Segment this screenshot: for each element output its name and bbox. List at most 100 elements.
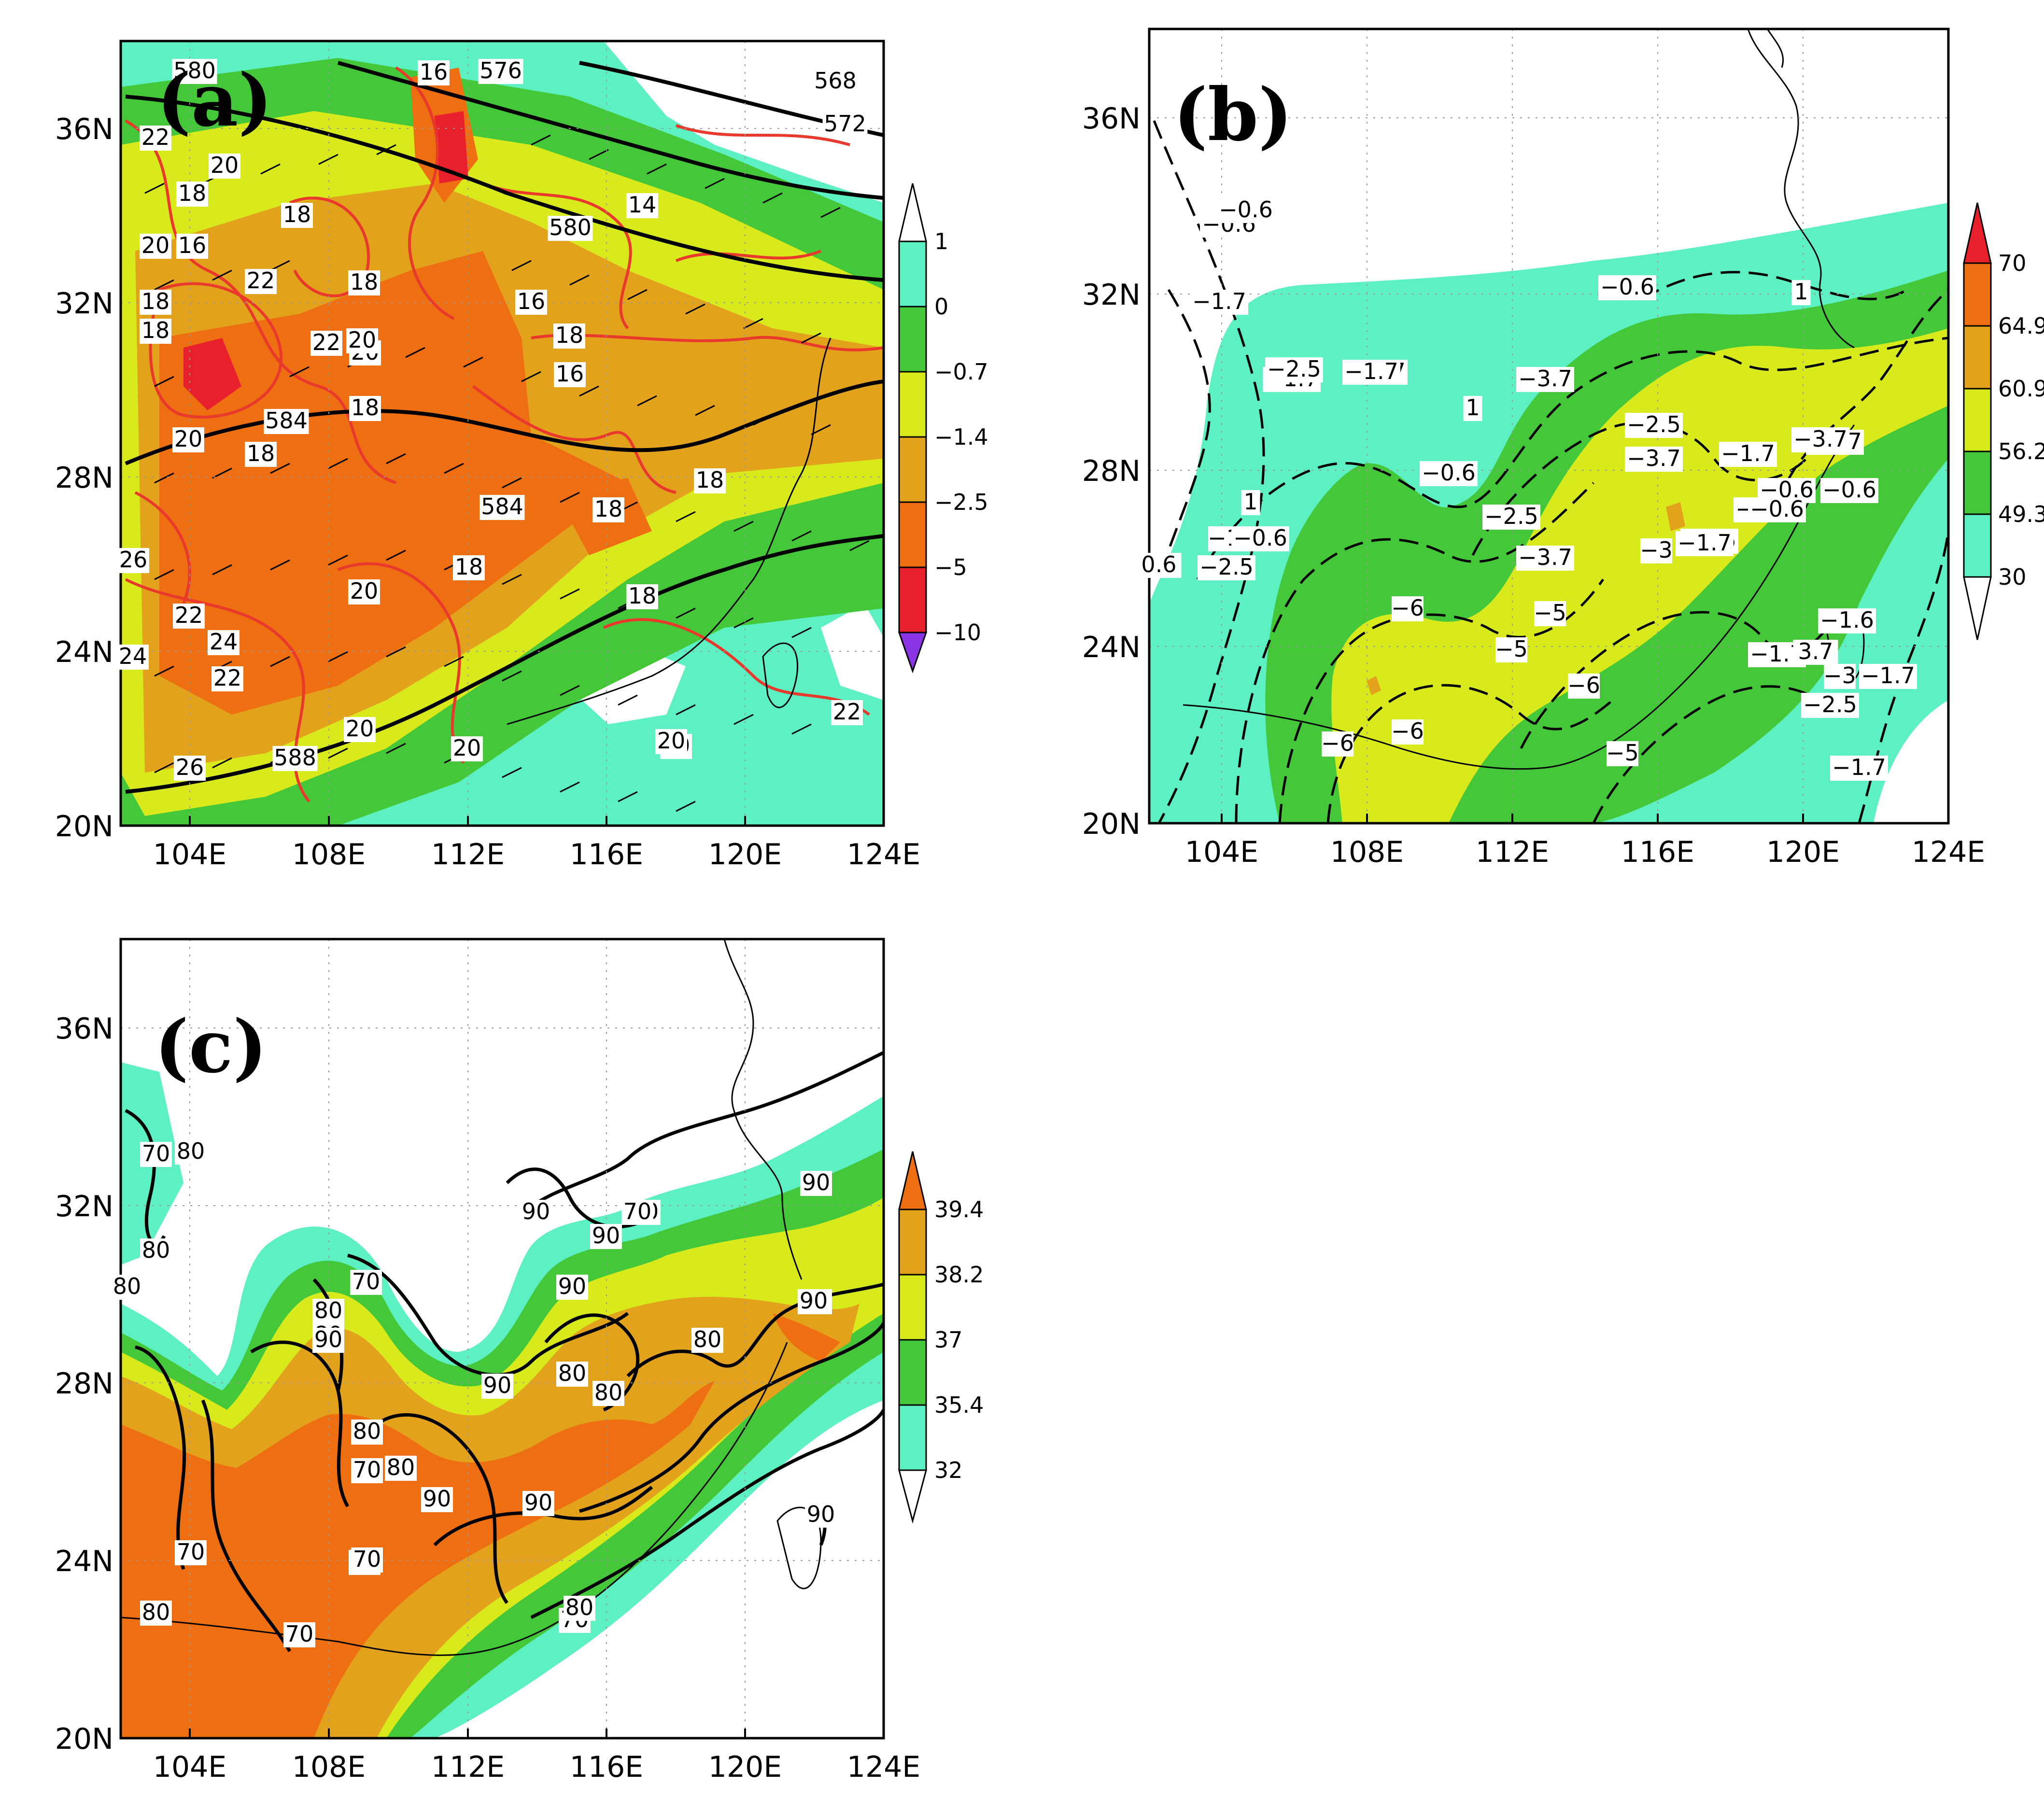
contour-label-box [208,630,240,655]
contour-label: −3.7 [1793,426,1847,452]
contour-label: 18 [178,180,207,206]
panel-a-colorbar-label: −2.5 [934,489,988,515]
contour-label: 18 [351,394,380,421]
contour-label: 20 [348,327,377,353]
panel-a-frame [119,40,885,827]
contour-label: −3 [1823,662,1856,689]
contour-label-box [175,1139,207,1165]
contour-label: −6 [1391,595,1424,621]
contour-label-box [1625,447,1683,472]
contour-label: −1.7 [1832,754,1886,780]
contour-label-box [174,756,206,781]
contour-label: 90 [314,1326,343,1352]
panel-a-colorbar: 1 0 −0.7 −1.4 −2.5 −5 −10 [898,183,988,674]
contour-label: 26 [176,754,204,780]
panel-c-ytick: 36N [55,1012,113,1046]
contour-label-box [592,497,624,522]
contour-label-box [564,1596,595,1621]
contour-label: 16 [178,232,207,258]
contour-label: 80 [314,1297,343,1323]
contour-label-box [176,234,208,259]
contour-label: 70 [623,1198,652,1224]
contour-label-box [556,1275,588,1300]
contour-label: −6 [1391,718,1424,744]
panel-b-colorbar-label: 56.2 [1998,438,2044,464]
contour-label: 580 [173,57,216,84]
contour-label: 16 [556,361,584,387]
panel-a-y-axis: 20N 24N 28N 32N 36N [55,112,113,843]
panel-b: −0.6−1.7−0.6−1.7−2.5−1.7−1.7−3.711−2.5−3… [1082,28,2044,869]
panel-b-contour-labels: −0.6−1.7−0.6−1.7−2.5−1.7−1.7−3.711−2.5−3… [1136,197,1917,781]
contour-label: −2.5 [1484,503,1538,529]
panel-c-y-axis: 20N 24N 28N 32N 36N [55,1012,113,1756]
panel-a-xtick: 108E [292,838,366,871]
contour-label-box [1482,505,1540,530]
contour-label: 20 [346,716,374,742]
contour-label: 18 [696,467,724,493]
panel-b-frame [1148,28,1950,825]
contour-label: −3.7 [1627,445,1681,471]
contour-label-box [1801,693,1859,718]
contour-label: 26 [119,547,148,573]
contour-label-box [281,203,313,228]
contour-label-box [1748,497,1806,522]
contour-label-box [351,1420,383,1445]
panel-c-label: (c) [155,1004,267,1089]
panel-b-y-axis: 20N 24N 28N 32N 36N [1082,102,1141,841]
panel-c: 7080808090707090909080907080809080909080… [55,938,984,1784]
contour-label-box [1217,198,1275,223]
contour-label-box [691,1328,723,1353]
contour-label-box [822,112,868,137]
contour-label: 572 [824,111,866,137]
contour-label: 0.6 [1141,551,1176,577]
contour-label-box [140,1142,172,1167]
contour-label: 584 [265,408,308,434]
contour-label-box [175,1540,207,1565]
panel-b-colorbar-label: 49.3 [1998,501,2044,527]
panel-b-colorbar: 70 64.9 60.9 56.2 49.3 30 [1963,202,2044,640]
panel-c-colorbar-label: 37 [934,1327,963,1353]
contour-label: 20 [141,232,170,258]
contour-label-box [800,1171,832,1196]
contour-label-box [1231,526,1289,551]
contour-label: 80 [113,1273,141,1299]
contour-label: −5 [1534,600,1566,626]
contour-label: −2.5 [1803,691,1857,717]
contour-label-box [553,323,585,349]
contour-label: 22 [213,665,242,691]
panel-a-coastline [507,337,832,725]
contour-label-box [385,1456,417,1481]
panel-c-colorbar: 39.4 38.2 37 35.4 32 [898,1151,984,1524]
contour-label: −6 [1567,672,1600,698]
contour-label: 18 [455,554,483,580]
contour-label-box [451,736,483,761]
panel-a-colorbar-label: −10 [934,619,981,646]
panel-b-ytick: 28N [1082,454,1141,488]
contour-label-box [117,645,149,670]
panel-a: 2220181620182218182022201818181618161614… [55,40,988,871]
panel-b-xtick: 116E [1621,835,1694,869]
contour-label: 1 [1466,394,1480,421]
panel-c-map-field [121,939,884,1738]
panel-c-ytick: 32N [55,1190,113,1223]
contour-label-box [554,362,586,387]
contour-label: 70 [353,1546,381,1572]
contour-label-box [1607,741,1638,766]
contour-label-box [1198,555,1255,580]
contour-label: 18 [350,269,379,295]
contour-label-box [140,319,171,344]
contour-label: −0.6 [1750,496,1804,522]
panel-c-colorbar-label: 35.4 [934,1392,984,1418]
contour-label: 70 [142,1140,170,1167]
contour-label: 90 [524,1490,553,1516]
panel-a-label: (a) [157,58,272,143]
contour-label: 80 [353,1418,381,1444]
contour-label-box [1793,640,1838,665]
contour-label: −0.6 [1233,525,1287,551]
contour-label: −1.7 [1677,530,1732,556]
contour-label-box [176,182,208,207]
contour-label-box [479,495,525,520]
contour-label-box [1791,427,1849,452]
panel-a-xtick: 104E [153,838,226,871]
